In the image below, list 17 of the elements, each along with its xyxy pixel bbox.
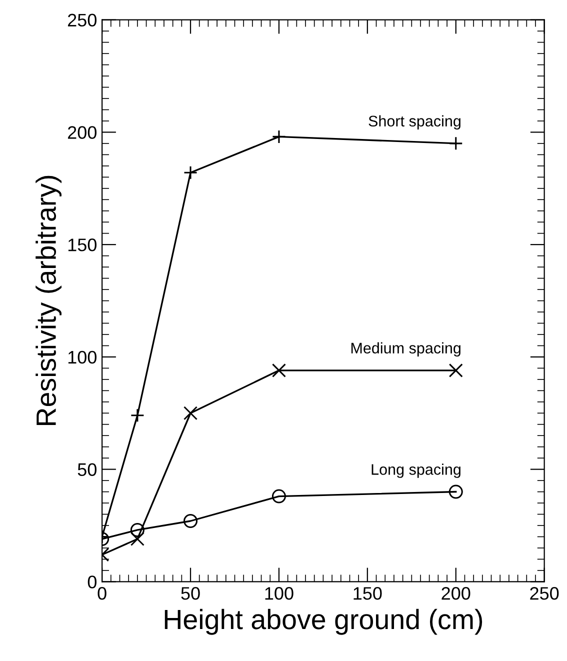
y-tick-label: 200 [68,126,96,139]
x-tick-label: 50 [181,587,200,600]
y-axis-title: Resistivity (arbitrary) [36,176,62,426]
x-tick-label: 250 [530,587,559,600]
x-tick-label: 0 [98,587,106,600]
y-tick-label: 150 [68,238,96,252]
x-tick-label: 200 [442,587,470,600]
series-label: Medium spacing [351,342,460,357]
y-tick-label: 0 [88,576,96,588]
y-tick-label: 100 [68,350,96,364]
x-axis-title: Height above ground (cm) [164,608,482,635]
series-label: Long spacing [372,464,460,478]
y-tick-label: 250 [68,14,96,27]
y-tick-label: 50 [78,463,96,476]
series-label: Short spacing [368,115,460,130]
x-tick-label: 100 [265,587,294,600]
x-tick-label: 150 [354,587,382,600]
